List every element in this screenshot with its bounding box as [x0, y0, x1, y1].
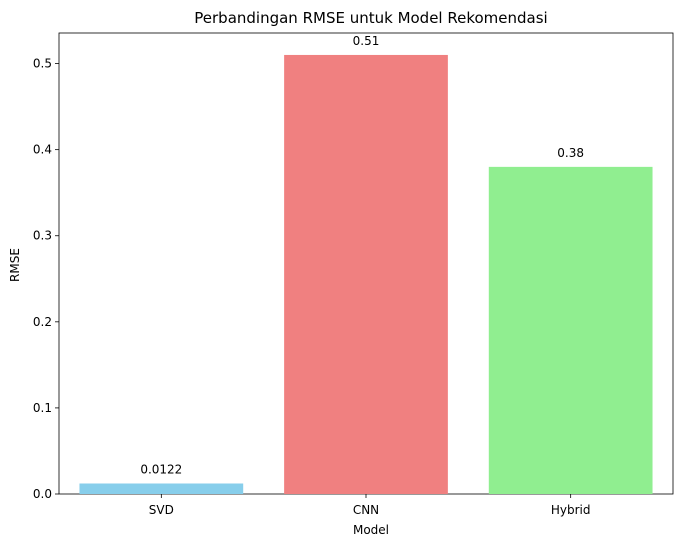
- y-tick-label: 0.1: [33, 401, 52, 415]
- data-label-cnn: 0.51: [353, 34, 380, 48]
- bar-cnn: [284, 54, 448, 494]
- y-tick-label: 0.3: [33, 229, 52, 243]
- y-tick-label: 0.2: [33, 315, 52, 329]
- x-axis-label: Model: [353, 523, 389, 537]
- y-tick-label: 0.0: [33, 487, 52, 501]
- bars-group: [79, 54, 653, 494]
- bar-hybrid: [488, 166, 653, 494]
- data-label-svd: 0.0122: [140, 462, 182, 476]
- y-tick-label: 0.5: [33, 57, 52, 71]
- bar-svd: [79, 483, 244, 494]
- y-tick-label: 0.4: [33, 143, 52, 157]
- data-labels-group: 0.0122 0.51 0.38: [140, 34, 584, 477]
- x-tick-label-hybrid: Hybrid: [551, 503, 591, 517]
- y-axis-label: RMSE: [8, 248, 22, 282]
- x-tick-label-cnn: CNN: [353, 503, 379, 517]
- x-tick-label-svd: SVD: [149, 503, 174, 517]
- chart-title: Perbandingan RMSE untuk Model Rekomendas…: [194, 9, 547, 27]
- x-axis: SVD CNN Hybrid: [149, 494, 591, 517]
- data-label-hybrid: 0.38: [557, 146, 584, 160]
- y-axis: 0.0 0.1 0.2 0.3 0.4 0.5: [33, 57, 59, 501]
